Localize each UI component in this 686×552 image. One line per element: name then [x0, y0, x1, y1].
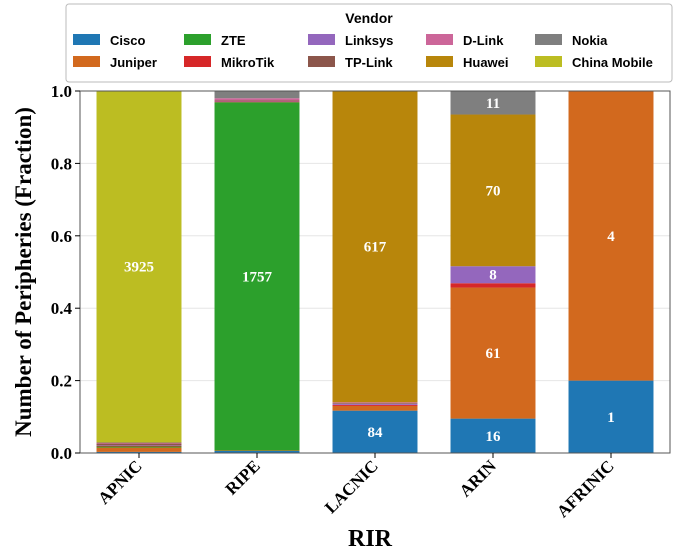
legend-label: D-Link [463, 33, 504, 48]
legend: Vendor Cisco Juniper ZTE MikroTik Linksys TP-… [65, 3, 673, 83]
y-tick-label: 0.2 [51, 372, 72, 391]
bar-segment-mikrotik [214, 101, 300, 103]
legend-label: ZTE [221, 33, 246, 48]
legend-swatch [308, 34, 335, 45]
legend-swatch [535, 56, 562, 67]
bar-segment-cisco [96, 451, 182, 453]
bar-segment-d-link [332, 402, 418, 404]
legend-label: Nokia [572, 33, 608, 48]
data-label: 16 [486, 429, 502, 445]
y-tick-label: 1.0 [51, 82, 72, 101]
bar-segment-linksys [96, 445, 182, 446]
bar-segment-cisco [450, 418, 536, 453]
y-tick-label: 0.0 [51, 444, 72, 463]
legend-swatch [535, 34, 562, 45]
bar-segment-tp-link [332, 403, 418, 404]
data-label: 8 [489, 268, 497, 284]
legend-swatch [184, 34, 211, 45]
x-tick-label: AFRINIC [553, 456, 618, 521]
bar-segment-mikrotik [450, 283, 536, 288]
bar-segment-juniper [96, 447, 182, 452]
legend-swatch [308, 56, 335, 67]
bar-segment-zte [96, 446, 182, 448]
legend-swatch [184, 56, 211, 67]
bar-segment-mikrotik [96, 445, 182, 447]
legend-label: Juniper [110, 55, 157, 70]
bar-segment-huawei [450, 114, 536, 267]
bar-segment-tp-link [96, 443, 182, 446]
data-label: 11 [486, 96, 500, 112]
x-tick-label: LACNIC [321, 456, 382, 517]
bar-segment-cisco [568, 380, 654, 453]
bar-segment-huawei [332, 91, 418, 403]
data-label: 617 [364, 240, 387, 256]
bar-segment-juniper [568, 91, 654, 381]
bar-segment-juniper [332, 405, 418, 411]
legend-label: TP-Link [345, 55, 393, 70]
bar-segment-tp-link [214, 100, 300, 102]
legend-label: MikroTik [221, 55, 275, 70]
data-label: 1757 [242, 269, 273, 285]
x-tick-label: ARIN [456, 456, 501, 501]
legend-title: Vendor [345, 10, 393, 26]
y-tick-label: 0.8 [51, 154, 72, 173]
bar-segment-nokia [214, 91, 300, 99]
y-tick-label: 0.6 [51, 227, 72, 246]
bar-segment-linksys [332, 403, 418, 405]
bars [96, 91, 654, 453]
bar-segment-juniper [450, 287, 536, 419]
bar-segment-linksys [214, 101, 300, 102]
bar-segment-linksys [450, 266, 536, 284]
legend-frame [65, 3, 673, 83]
legend-label: Linksys [345, 33, 393, 48]
data-label: 4 [607, 229, 615, 245]
legend-label: Cisco [110, 33, 145, 48]
bar-segment-d-link [96, 442, 182, 444]
data-label: 84 [368, 425, 384, 441]
bar-segment-cisco [332, 410, 418, 453]
x-tick-label: APNIC [94, 456, 146, 508]
bar-segment-cisco [214, 450, 300, 453]
bar-segment-nokia [450, 91, 536, 115]
y-tick-label: 0.4 [51, 299, 73, 318]
y-axis-title: Number of Peripheries (Fraction) [11, 107, 36, 437]
data-label: 3925 [124, 260, 154, 276]
data-label: 1 [607, 410, 615, 426]
legend-swatch [426, 34, 453, 45]
legend-label: Huawei [463, 55, 509, 70]
bar-segment-nokia [96, 442, 182, 443]
legend-swatch [73, 56, 100, 67]
y-axis: 0.0 0.2 0.4 0.6 0.8 1.0 [51, 82, 80, 463]
legend-label: China Mobile [572, 55, 653, 70]
bar-segment-juniper [214, 450, 300, 451]
bar-segment-d-link [214, 98, 300, 101]
data-label: 61 [486, 346, 501, 362]
bar-segment-mikrotik [332, 404, 418, 406]
x-tick-label: RIPE [222, 456, 264, 498]
x-axis: APNIC RIPE LACNIC ARIN AFRINIC [94, 453, 618, 521]
bar-segment-china-mobile [96, 91, 182, 443]
x-axis-title: RIR [348, 526, 393, 552]
legend-swatch [73, 34, 100, 45]
data-label: 70 [486, 183, 501, 199]
bar-segment-zte [214, 102, 300, 451]
legend-swatch [426, 56, 453, 67]
bar-segment-huawei [96, 442, 182, 444]
